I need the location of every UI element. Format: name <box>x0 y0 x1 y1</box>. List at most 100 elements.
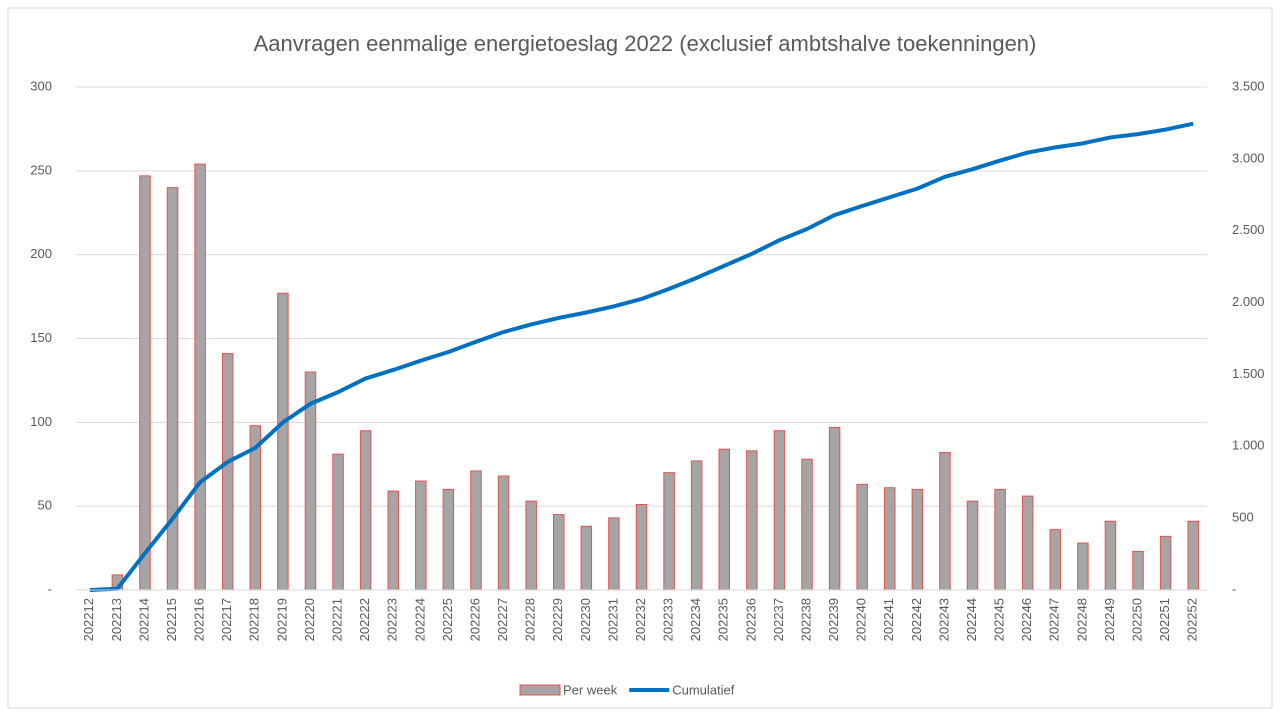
bar <box>1077 542 1089 591</box>
x-tick-label: 202247 <box>1047 598 1062 641</box>
bar <box>580 525 593 591</box>
bar <box>939 452 951 591</box>
x-tick-label: 202230 <box>578 598 593 641</box>
bar <box>497 475 510 591</box>
bar <box>1104 520 1117 591</box>
x-tick-label: 202212 <box>81 598 96 641</box>
y2-tick-label: 500 <box>1232 510 1254 525</box>
legend-swatch <box>519 684 561 696</box>
y-tick-label: 50 <box>38 498 52 513</box>
x-tick-label: 202223 <box>385 598 400 641</box>
y2-tick-label: - <box>1232 581 1236 596</box>
bar <box>718 448 730 591</box>
bar <box>277 292 289 591</box>
x-tick-label: 202216 <box>192 598 207 641</box>
y2-tick-label: 2.000 <box>1232 294 1265 309</box>
chart-frame <box>7 7 1273 709</box>
legend-label: Cumulatief <box>672 682 735 697</box>
x-tick-label: 202218 <box>247 598 262 641</box>
bar <box>663 472 675 591</box>
legend-label: Per week <box>563 682 618 697</box>
bar <box>194 163 206 591</box>
bar <box>635 503 648 591</box>
bar <box>1049 529 1062 591</box>
bar <box>525 500 537 591</box>
y-tick-label: 250 <box>30 162 52 177</box>
y2-tick-label: 1.500 <box>1232 366 1265 381</box>
bar <box>387 490 399 591</box>
bar <box>994 488 1006 591</box>
x-tick-label: 202244 <box>964 598 979 641</box>
bar <box>608 517 620 591</box>
x-tick-label: 202236 <box>743 598 758 641</box>
y-tick-label: 300 <box>30 78 52 93</box>
line <box>89 121 1194 592</box>
bar <box>1132 550 1144 591</box>
x-tick-label: 202227 <box>495 598 510 641</box>
bar <box>359 430 372 591</box>
y-tick-label: 150 <box>30 330 52 345</box>
y-tick-label: 100 <box>30 414 52 429</box>
x-tick-label: 202221 <box>329 598 344 641</box>
x-tick-label: 202222 <box>357 598 372 641</box>
x-tick-label: 202239 <box>826 598 841 641</box>
x-tick-label: 202213 <box>109 598 124 641</box>
x-tick-label: 202225 <box>440 598 455 641</box>
bar <box>1159 535 1172 591</box>
y-tick-label: 200 <box>30 246 52 261</box>
bar <box>332 453 344 591</box>
x-tick-label: 202248 <box>1074 598 1089 641</box>
x-tick-label: 202232 <box>633 598 648 641</box>
x-tick-label: 202215 <box>164 598 179 641</box>
x-tick-label: 202219 <box>274 598 289 641</box>
x-tick-label: 202231 <box>605 598 620 641</box>
y-tick-label: - <box>48 581 52 596</box>
x-tick-label: 202220 <box>302 598 317 641</box>
x-tick-label: 202226 <box>467 598 482 641</box>
x-tick-label: 202249 <box>1102 598 1117 641</box>
chart-title: Aanvragen eenmalige energietoeslag 2022 … <box>254 31 1037 56</box>
x-tick-label: 202242 <box>909 598 924 641</box>
bar <box>415 480 427 591</box>
bar <box>966 500 979 591</box>
y2-tick-label: 2.500 <box>1232 222 1265 237</box>
x-tick-label: 202233 <box>661 598 676 641</box>
x-tick-label: 202252 <box>1185 598 1200 641</box>
bar <box>856 483 868 591</box>
bar <box>690 460 703 591</box>
x-tick-label: 202235 <box>716 598 731 641</box>
bar <box>801 458 813 591</box>
bar <box>553 514 565 591</box>
x-tick-label: 202245 <box>992 598 1007 641</box>
bar <box>1187 520 1199 591</box>
bar <box>221 353 234 591</box>
x-tick-label: 202250 <box>1129 598 1144 641</box>
bar <box>166 187 179 591</box>
y2-tick-label: 3.500 <box>1232 78 1265 93</box>
bar <box>470 470 482 591</box>
bar <box>1021 495 1034 591</box>
x-tick-label: 202241 <box>881 598 896 641</box>
bar <box>139 175 151 591</box>
x-tick-label: 202246 <box>1019 598 1034 641</box>
bar <box>911 488 924 591</box>
x-tick-label: 202224 <box>412 598 427 641</box>
x-tick-label: 202238 <box>798 598 813 641</box>
bar <box>442 488 455 591</box>
bar <box>884 487 896 591</box>
x-tick-label: 202243 <box>936 598 951 641</box>
x-tick-label: 202214 <box>136 598 151 641</box>
x-tick-label: 202237 <box>771 598 786 641</box>
y2-tick-label: 3.000 <box>1232 150 1265 165</box>
bar <box>746 450 758 591</box>
x-tick-label: 202217 <box>219 598 234 641</box>
y2-tick-label: 1.000 <box>1232 438 1265 453</box>
bar <box>773 430 786 591</box>
x-tick-label: 202240 <box>854 598 869 641</box>
x-tick-label: 202228 <box>523 598 538 641</box>
x-tick-label: 202234 <box>688 598 703 641</box>
x-tick-label: 202229 <box>550 598 565 641</box>
x-tick-label: 202251 <box>1157 598 1172 641</box>
bar <box>828 426 841 591</box>
